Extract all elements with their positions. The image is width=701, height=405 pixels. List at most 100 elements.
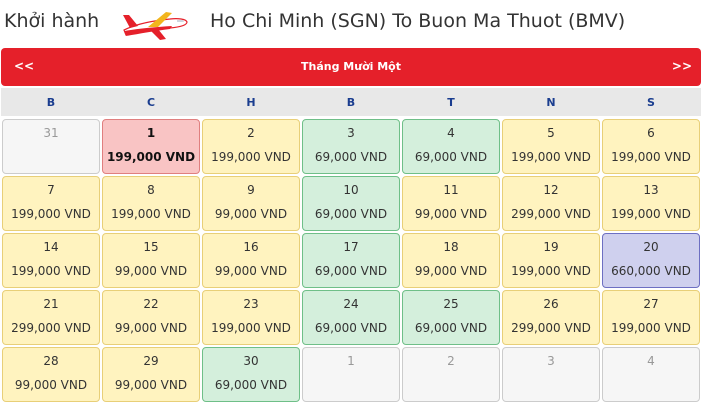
calendar-day[interactable]: 22 99,000 VND [102,290,200,345]
day-number: 3 [547,354,555,368]
day-price: 660,000 VND [611,264,691,278]
calendar-day[interactable]: 9 99,000 VND [202,176,300,231]
calendar-day[interactable]: 23 199,000 VND [202,290,300,345]
calendar-day[interactable]: 26 299,000 VND [502,290,600,345]
day-number: 8 [147,183,155,197]
calendar-day[interactable]: 10 69,000 VND [302,176,400,231]
day-price: 99,000 VND [414,264,488,278]
calendar-day-disabled: 31 [2,119,100,174]
day-price: 199,000 VND [106,150,196,164]
day-number: 3 [347,126,355,140]
weekday-label: N [546,96,556,109]
day-price: 69,000 VND [314,264,388,278]
day-price: 99,000 VND [214,207,288,221]
weekday-label: H [246,96,256,109]
day-number: 11 [443,183,459,197]
day-number: 13 [643,183,659,197]
departure-label: Khởi hành [4,10,100,32]
calendar-day[interactable]: 28 99,000 VND [2,347,100,402]
day-number: 24 [343,297,359,311]
calendar-day[interactable]: 2 199,000 VND [202,119,300,174]
calendar-day[interactable]: 21 299,000 VND [2,290,100,345]
day-number: 30 [243,354,259,368]
day-price: 199,000 VND [611,321,691,335]
day-price: 299,000 VND [11,321,91,335]
day-number: 31 [43,126,59,140]
weekday-label: C [146,96,156,109]
calendar-header: << Tháng Mười Một >> [1,48,701,86]
day-number: 6 [647,126,655,140]
day-price: 199,000 VND [11,264,91,278]
calendar-day[interactable]: 18 99,000 VND [402,233,500,288]
day-price: 69,000 VND [414,321,488,335]
day-number: 26 [543,297,559,311]
day-number: 23 [243,297,259,311]
calendar-day[interactable]: 13 199,000 VND [602,176,700,231]
calendar-day[interactable]: 15 99,000 VND [102,233,200,288]
day-number: 9 [247,183,255,197]
calendar-day-disabled: 2 [402,347,500,402]
day-number: 19 [543,240,559,254]
weekday-label: B [346,96,356,109]
day-number: 20 [643,240,659,254]
next-month-button[interactable]: >> [671,59,692,73]
calendar-day[interactable]: 25 69,000 VND [402,290,500,345]
calendar-day[interactable]: 11 99,000 VND [402,176,500,231]
calendar-day[interactable]: 7 199,000 VND [2,176,100,231]
calendar-day[interactable]: 5 199,000 VND [502,119,600,174]
day-price: 69,000 VND [214,378,288,392]
day-number: 2 [247,126,255,140]
day-number: 28 [43,354,59,368]
calendar-day[interactable]: 12 299,000 VND [502,176,600,231]
day-price: 69,000 VND [414,150,488,164]
prev-month-button[interactable]: << [14,59,35,73]
weekday-label: T [447,96,455,109]
day-price: 199,000 VND [511,150,591,164]
day-price: 99,000 VND [414,207,488,221]
day-price: 199,000 VND [211,321,291,335]
calendar-day[interactable]: 16 99,000 VND [202,233,300,288]
day-number: 5 [547,126,555,140]
calendar-day-disabled: 3 [502,347,600,402]
day-price: 99,000 VND [114,264,188,278]
calendar-day[interactable]: 19 199,000 VND [502,233,600,288]
calendar-day[interactable]: 8 199,000 VND [102,176,200,231]
calendar-day[interactable]: 4 69,000 VND [402,119,500,174]
day-price: 199,000 VND [611,207,691,221]
day-number: 14 [43,240,59,254]
calendar-day[interactable]: 29 99,000 VND [102,347,200,402]
day-price: 69,000 VND [314,321,388,335]
calendar-day[interactable]: 3 69,000 VND [302,119,400,174]
calendar-day[interactable]: 30 69,000 VND [202,347,300,402]
day-price: 199,000 VND [111,207,191,221]
calendar-day[interactable]: 24 69,000 VND [302,290,400,345]
calendar-day[interactable]: 14 199,000 VND [2,233,100,288]
day-number: 22 [143,297,159,311]
day-price: 199,000 VND [611,150,691,164]
day-number: 10 [343,183,359,197]
day-number: 12 [543,183,559,197]
day-number: 25 [443,297,459,311]
airplane-icon [123,12,188,40]
day-price: 99,000 VND [114,321,188,335]
calendar-day[interactable]: 27 199,000 VND [602,290,700,345]
weekday-row: B C H B T N S [1,88,701,116]
day-number: 4 [447,126,455,140]
calendar-day-disabled: 1 [302,347,400,402]
day-price: 299,000 VND [511,321,591,335]
day-number: 17 [343,240,359,254]
day-number: 21 [43,297,59,311]
calendar-day[interactable]: 17 69,000 VND [302,233,400,288]
day-number: 1 [347,354,355,368]
month-title: Tháng Mười Một [301,60,401,73]
calendar-day[interactable]: 6 199,000 VND [602,119,700,174]
day-price: 199,000 VND [511,264,591,278]
day-number: 4 [647,354,655,368]
calendar-day[interactable]: 20 660,000 VND [602,233,700,288]
day-number: 29 [143,354,159,368]
day-price: 69,000 VND [314,150,388,164]
day-price: 199,000 VND [211,150,291,164]
day-number: 16 [243,240,259,254]
route-header: Khởi hành Ho Chi Minh (SGN) To Buon Ma T… [0,0,701,46]
